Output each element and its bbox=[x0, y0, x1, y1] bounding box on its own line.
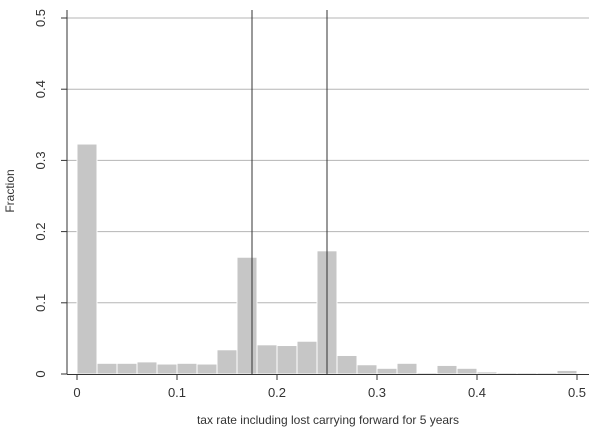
x-axis-ticks: 0 0.1 0.2 0.3 0.4 0.5 bbox=[73, 374, 586, 400]
histogram-bar-8 bbox=[236, 256, 258, 375]
x-tick-label-1: 0.1 bbox=[168, 385, 186, 400]
x-tick-label-4: 0.4 bbox=[468, 385, 486, 400]
axes bbox=[66, 10, 589, 375]
histogram-bar-18 bbox=[436, 364, 458, 375]
histogram-bar-5 bbox=[176, 362, 198, 375]
histogram-bar-17 bbox=[416, 372, 438, 375]
histogram-bar-21 bbox=[496, 372, 518, 375]
histogram-bar-0 bbox=[76, 143, 98, 375]
histogram-bar-4 bbox=[156, 363, 178, 375]
histogram-bar-9 bbox=[256, 344, 278, 375]
histogram-bar-3 bbox=[136, 361, 158, 375]
y-tick-label-2: 0.2 bbox=[33, 223, 48, 241]
y-axis-label: Fraction bbox=[3, 169, 17, 212]
x-tick-label-0: 0 bbox=[73, 385, 80, 400]
histogram-bar-6 bbox=[196, 363, 218, 375]
histogram-bar-10 bbox=[276, 345, 298, 375]
x-tick-label-5: 0.5 bbox=[568, 385, 586, 400]
histogram-bar-23 bbox=[536, 372, 558, 375]
x-axis-label: tax rate including lost carrying forward… bbox=[197, 413, 459, 427]
histogram-bar-24 bbox=[556, 369, 578, 375]
reference-lines bbox=[251, 10, 328, 374]
y-tick-label-1: 0.1 bbox=[33, 294, 48, 312]
grid-lines bbox=[67, 17, 589, 304]
histogram-bar-2 bbox=[116, 362, 138, 375]
y-tick-label-4: 0.4 bbox=[33, 80, 48, 98]
histogram-bar-15 bbox=[376, 367, 398, 375]
x-tick-label-2: 0.2 bbox=[268, 385, 286, 400]
y-axis-ticks: 0 0.1 0.2 0.3 0.4 0.5 bbox=[33, 9, 67, 378]
x-tick-label-3: 0.3 bbox=[368, 385, 386, 400]
histogram-bar-13 bbox=[336, 354, 358, 375]
y-tick-label-0: 0 bbox=[33, 370, 48, 377]
histogram-bar-11 bbox=[296, 340, 318, 375]
histogram-bar-19 bbox=[456, 367, 478, 375]
y-tick-label-3: 0.3 bbox=[33, 151, 48, 169]
histogram-bar-1 bbox=[96, 362, 118, 375]
histogram-bar-16 bbox=[396, 362, 418, 375]
histogram-bar-14 bbox=[356, 364, 378, 375]
histogram-bar-7 bbox=[216, 349, 238, 375]
histogram-bar-22 bbox=[516, 372, 538, 375]
histogram-bar-20 bbox=[476, 371, 498, 375]
y-tick-label-5: 0.5 bbox=[33, 9, 48, 27]
